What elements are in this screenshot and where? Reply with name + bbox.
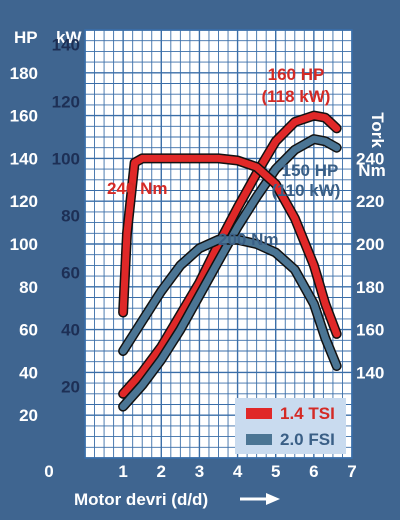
fsi-torque-annotation: 200 Nm xyxy=(218,230,278,249)
kw-tick-label: 60 xyxy=(61,264,80,283)
torque-tick-label: 220 xyxy=(356,192,384,211)
tsi-power-annotation-1: 160 HP xyxy=(268,65,325,84)
hp-tick-label: 40 xyxy=(19,363,38,382)
hp-tick-label: 160 xyxy=(10,107,38,126)
hp-tick-label: 120 xyxy=(10,192,38,211)
kw-tick-label: 100 xyxy=(52,149,80,168)
tsi-torque-annotation: 240 Nm xyxy=(107,179,167,198)
hp-tick-label: 60 xyxy=(19,321,38,340)
right-axis-title: Tork xyxy=(368,112,387,148)
x-axis-arrow xyxy=(240,493,280,505)
torque-tick-label: 160 xyxy=(356,321,384,340)
legend-label-tsi: 1.4 TSI xyxy=(280,404,335,423)
legend-label-fsi: 2.0 FSI xyxy=(280,430,335,449)
legend-swatch-fsi xyxy=(246,434,272,445)
x-tick-label: 6 xyxy=(309,462,318,481)
kw-tick-label: 40 xyxy=(61,321,80,340)
hp-tick-label: 180 xyxy=(10,64,38,83)
x-tick-label: 7 xyxy=(347,462,356,481)
series-layer xyxy=(118,110,342,412)
series-line-2-0-fsi-torque xyxy=(119,236,341,370)
axis-layer: HP kW Nm Tork Motor devri (d/d) 0 1 2 3 4 5 6 7… xyxy=(10,28,387,509)
torque-tick-label: 240 xyxy=(356,149,384,168)
hp-tick-label: 80 xyxy=(19,278,38,297)
hp-tick-label: 140 xyxy=(10,149,38,168)
annotations: 160 HP (118 kW) 150 HP (110 kW) 240 Nm 2… xyxy=(107,65,340,249)
plot-frame xyxy=(84,29,353,459)
fsi-power-annotation-1: 150 HP xyxy=(282,161,339,180)
torque-tick-label: 200 xyxy=(356,235,384,254)
kw-tick-label: 80 xyxy=(61,206,80,225)
left-axis-kw-title: kW xyxy=(56,28,82,47)
torque-tick-label: 180 xyxy=(356,278,384,297)
series-line-1-4-tsi-power xyxy=(119,112,341,398)
right-axis-unit: Nm xyxy=(358,161,385,180)
legend: 1.4 TSI 2.0 FSI xyxy=(235,398,346,454)
x-tick-label: 3 xyxy=(195,462,204,481)
arrow-head xyxy=(266,493,280,505)
kw-tick-label: 20 xyxy=(61,378,80,397)
x-tick-label: 1 xyxy=(118,462,127,481)
left-axis-hp-title: HP xyxy=(14,28,38,47)
series-line-2-0-fsi-power xyxy=(119,135,341,411)
x-tick-label: 0 xyxy=(44,462,53,481)
x-axis-title: Motor devri (d/d) xyxy=(74,490,208,509)
fsi-power-annotation-2: (110 kW) xyxy=(272,181,341,200)
kw-tick-label: 140 xyxy=(52,35,80,54)
kw-tick-label: 120 xyxy=(52,92,80,111)
x-tick-label: 4 xyxy=(233,462,243,481)
tsi-power-annotation-2: (118 kW) xyxy=(262,87,331,106)
legend-swatch-tsi xyxy=(246,408,272,419)
x-tick-label: 5 xyxy=(271,462,280,481)
hp-tick-label: 20 xyxy=(19,406,38,425)
torque-tick-label: 140 xyxy=(356,363,384,382)
x-tick-label: 2 xyxy=(157,462,166,481)
hp-tick-label: 100 xyxy=(10,235,38,254)
series-line-1-4-tsi-torque xyxy=(119,154,341,338)
